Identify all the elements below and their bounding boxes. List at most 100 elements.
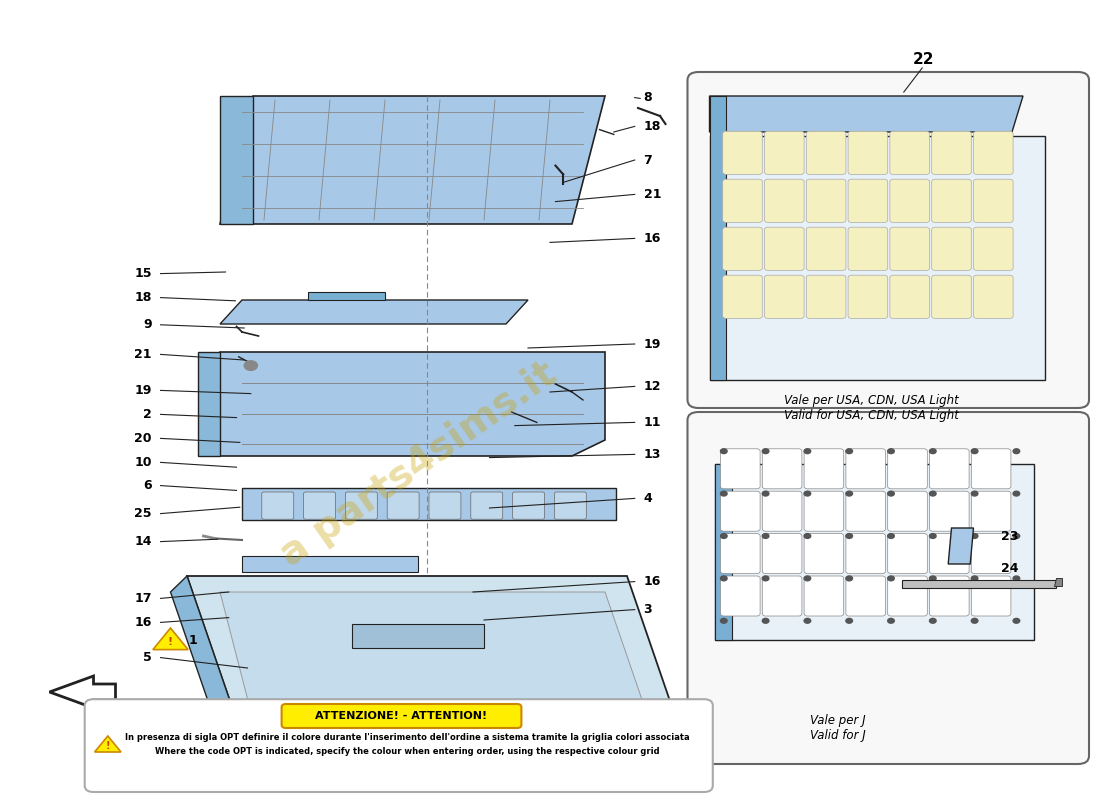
FancyBboxPatch shape [429,492,461,519]
FancyBboxPatch shape [971,534,1011,574]
Polygon shape [50,676,116,708]
Polygon shape [153,628,188,650]
Text: Where the code OPT is indicated, specify the colour when entering order, using t: Where the code OPT is indicated, specify… [155,747,659,757]
Polygon shape [242,556,418,572]
FancyBboxPatch shape [764,131,804,174]
Polygon shape [220,96,253,224]
FancyBboxPatch shape [720,449,760,489]
Text: 19: 19 [644,338,661,350]
Text: 8: 8 [644,91,652,104]
Text: 7: 7 [644,154,652,166]
Text: 15: 15 [134,267,152,280]
Text: 2: 2 [143,408,152,421]
Text: a parts4sims.it: a parts4sims.it [273,354,563,574]
Circle shape [1013,491,1020,496]
Circle shape [720,534,727,538]
Circle shape [762,449,769,454]
Text: 1: 1 [188,634,197,646]
Circle shape [1013,618,1020,623]
Circle shape [888,491,894,496]
Polygon shape [902,580,1056,588]
Polygon shape [187,576,682,736]
Polygon shape [95,736,121,752]
Text: 17: 17 [134,592,152,605]
Text: 18: 18 [134,291,152,304]
Polygon shape [715,464,1034,640]
FancyBboxPatch shape [890,179,930,222]
FancyBboxPatch shape [806,179,846,222]
FancyBboxPatch shape [720,576,760,616]
FancyBboxPatch shape [304,492,336,519]
Circle shape [971,491,978,496]
Circle shape [888,618,894,623]
FancyBboxPatch shape [723,227,762,270]
Polygon shape [710,96,726,380]
Polygon shape [948,528,974,564]
Circle shape [804,618,811,623]
FancyBboxPatch shape [513,492,544,519]
Polygon shape [198,352,220,456]
Circle shape [846,449,852,454]
Circle shape [971,618,978,623]
Circle shape [762,576,769,581]
Text: 16: 16 [134,616,152,629]
FancyBboxPatch shape [888,576,927,616]
Circle shape [804,491,811,496]
Text: 22: 22 [913,53,935,67]
Circle shape [762,491,769,496]
FancyBboxPatch shape [848,131,888,174]
FancyBboxPatch shape [930,449,969,489]
Polygon shape [242,488,616,520]
FancyBboxPatch shape [804,449,844,489]
Text: Vale per J
Valid for J: Vale per J Valid for J [811,714,866,742]
Text: 25: 25 [134,507,152,520]
Circle shape [720,491,727,496]
Text: 5: 5 [143,651,152,664]
Circle shape [930,449,936,454]
Circle shape [720,449,727,454]
FancyBboxPatch shape [762,576,802,616]
FancyBboxPatch shape [806,227,846,270]
FancyBboxPatch shape [932,179,971,222]
FancyBboxPatch shape [932,275,971,318]
FancyBboxPatch shape [848,275,888,318]
Circle shape [846,576,852,581]
FancyBboxPatch shape [971,576,1011,616]
FancyBboxPatch shape [764,179,804,222]
FancyBboxPatch shape [888,449,927,489]
FancyBboxPatch shape [688,412,1089,764]
FancyBboxPatch shape [930,491,969,531]
FancyBboxPatch shape [890,227,930,270]
FancyBboxPatch shape [846,576,886,616]
Polygon shape [710,96,1023,132]
Polygon shape [710,136,1045,380]
FancyBboxPatch shape [846,491,886,531]
FancyBboxPatch shape [85,699,713,792]
FancyBboxPatch shape [804,576,844,616]
Polygon shape [220,352,605,456]
Polygon shape [1054,578,1062,586]
Circle shape [720,618,727,623]
Polygon shape [220,300,528,324]
FancyBboxPatch shape [345,492,377,519]
FancyBboxPatch shape [762,534,802,574]
FancyBboxPatch shape [848,227,888,270]
Circle shape [930,618,936,623]
Polygon shape [220,96,605,224]
FancyBboxPatch shape [262,492,294,519]
Text: 13: 13 [644,448,661,461]
Circle shape [846,534,852,538]
FancyBboxPatch shape [930,534,969,574]
FancyBboxPatch shape [764,227,804,270]
Circle shape [888,449,894,454]
FancyBboxPatch shape [890,131,930,174]
Circle shape [804,534,811,538]
Circle shape [846,491,852,496]
Text: 3: 3 [644,603,652,616]
Circle shape [888,534,894,538]
Circle shape [971,576,978,581]
FancyBboxPatch shape [804,534,844,574]
FancyBboxPatch shape [806,131,846,174]
FancyBboxPatch shape [723,275,762,318]
FancyBboxPatch shape [846,534,886,574]
